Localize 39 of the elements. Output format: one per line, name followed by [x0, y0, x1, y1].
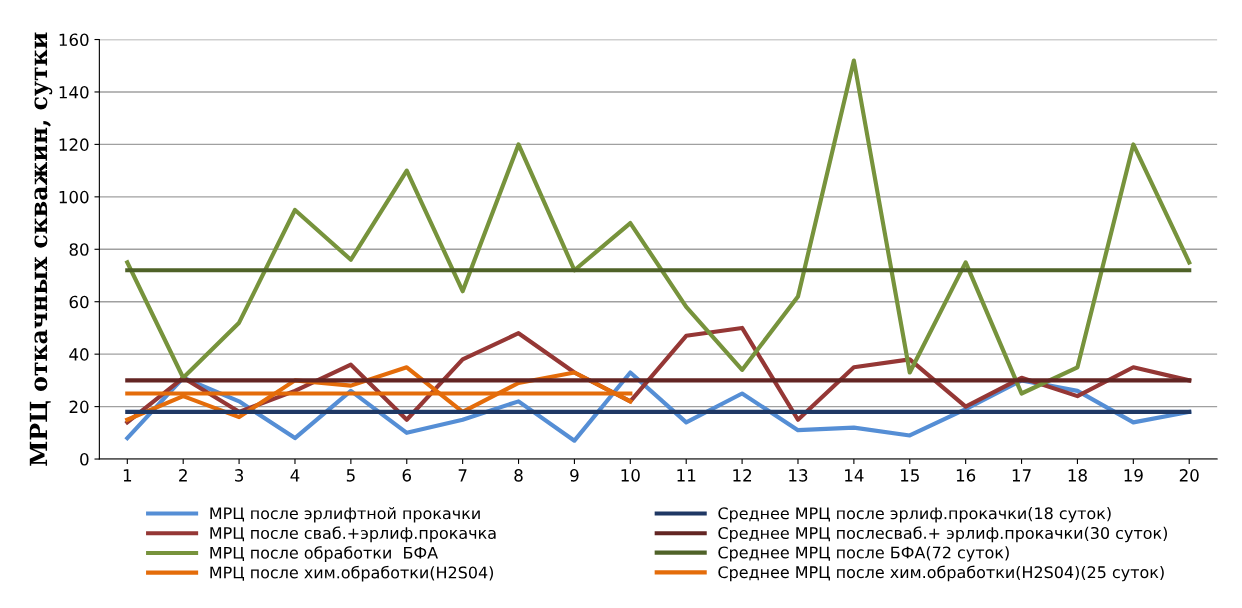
y-tick-label: 40 [69, 348, 89, 361]
x-tick-label: 1 [123, 469, 132, 482]
y-tick-label: 100 [59, 190, 89, 204]
x-tick-label: 7 [458, 469, 467, 482]
x-tick-label: 19 [1124, 469, 1143, 482]
x-tick-label: 3 [235, 469, 244, 482]
x-tick-label: 16 [956, 469, 976, 482]
x-tick-label: 14 [845, 469, 864, 482]
y-tick-label: 120 [59, 138, 89, 151]
legend-label: МРЦ после хим.обработки(H2S04) [210, 565, 494, 582]
y-tick-label: 160 [59, 33, 89, 47]
x-tick-label: 10 [621, 469, 640, 482]
x-tick-label: 11 [677, 469, 696, 482]
legend-label: Среднее МРЦ после БФА(72 суток) [718, 546, 1009, 562]
legend-label: МРЦ после обработки БФА [210, 546, 438, 562]
legend-label: Среднее МРЦ послесваб.+ эрлиф.прокачки(30 суток) [718, 526, 1167, 543]
x-tick-label: 9 [570, 469, 579, 482]
y-axis-title: МРЦ откачных скважин, сутки [29, 32, 53, 466]
x-tick-label: 17 [1012, 469, 1031, 482]
x-tick-label: 4 [290, 469, 300, 482]
x-tick-label: 13 [789, 469, 808, 482]
x-tick-label: 6 [402, 469, 412, 482]
y-tick-label: 0 [80, 453, 89, 466]
x-tick-label: 20 [1179, 469, 1199, 482]
y-tick-label: 60 [69, 295, 89, 309]
legend-label: Среднее МРЦ после эрлиф.прокачки(18 суток) [718, 506, 1111, 523]
x-tick-label: 5 [346, 469, 355, 482]
y-tick-label: 20 [69, 400, 89, 414]
y-tick-label: 80 [69, 243, 89, 256]
legend-label: Среднее МРЦ после хим.обработки(H2S04)(25 суток) [718, 565, 1164, 582]
x-tick-label: 12 [733, 469, 752, 482]
x-tick-label: 8 [514, 469, 523, 482]
x-tick-label: 2 [179, 469, 187, 482]
y-tick-label: 140 [59, 85, 89, 99]
line-series [125, 58, 1192, 396]
x-tick-label: 15 [900, 469, 919, 482]
legend-label: МРЦ после сваб.+эрлиф.прокачка [210, 526, 496, 543]
legend-label: МРЦ после эрлифтной прокачки [210, 507, 480, 523]
x-tick-label: 18 [1068, 469, 1087, 482]
